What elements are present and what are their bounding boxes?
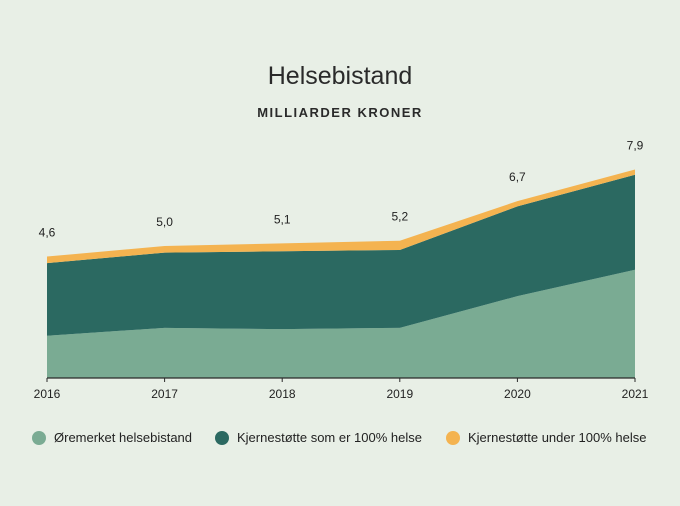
x-tick-label: 2016 bbox=[34, 387, 61, 401]
x-tick-label: 2020 bbox=[504, 387, 531, 401]
x-tick-label: 2019 bbox=[386, 387, 413, 401]
total-data-label: 6,7 bbox=[509, 170, 526, 184]
chart-title: Helsebistand bbox=[267, 62, 413, 90]
legend: Øremerket helsebistand Kjernestøtte som … bbox=[0, 430, 680, 448]
area-series-2 bbox=[47, 169, 635, 264]
chart-subtitle: MILLIARDER KRONER bbox=[257, 105, 423, 120]
total-data-label: 5,2 bbox=[391, 210, 408, 224]
legend-item-oremerket: Øremerket helsebistand bbox=[32, 430, 192, 445]
x-tick-label: 2017 bbox=[151, 387, 178, 401]
legend-label: Øremerket helsebistand bbox=[54, 430, 193, 445]
legend-item-kjernestotte-under-100: Kjernestøtte under 100% helse bbox=[446, 430, 647, 445]
x-tick-label: 2018 bbox=[269, 387, 296, 401]
area-series-0 bbox=[47, 269, 635, 378]
total-data-label: 4,6 bbox=[39, 226, 56, 240]
legend-label: Kjernestøtte under 100% helse bbox=[468, 430, 647, 445]
legend-item-kjernestotte-100: Kjernestøtte som er 100% helse bbox=[215, 430, 422, 445]
legend-swatch bbox=[215, 430, 229, 445]
total-data-label: 5,1 bbox=[274, 212, 291, 226]
x-tick-label: 2021 bbox=[622, 387, 649, 401]
area-series-1 bbox=[47, 174, 635, 336]
total-data-label: 5,0 bbox=[156, 215, 173, 229]
legend-swatch bbox=[446, 430, 460, 445]
legend-label: Kjernestøtte som er 100% helse bbox=[237, 430, 422, 445]
total-data-label: 7,9 bbox=[627, 138, 644, 152]
legend-swatch bbox=[32, 430, 46, 445]
